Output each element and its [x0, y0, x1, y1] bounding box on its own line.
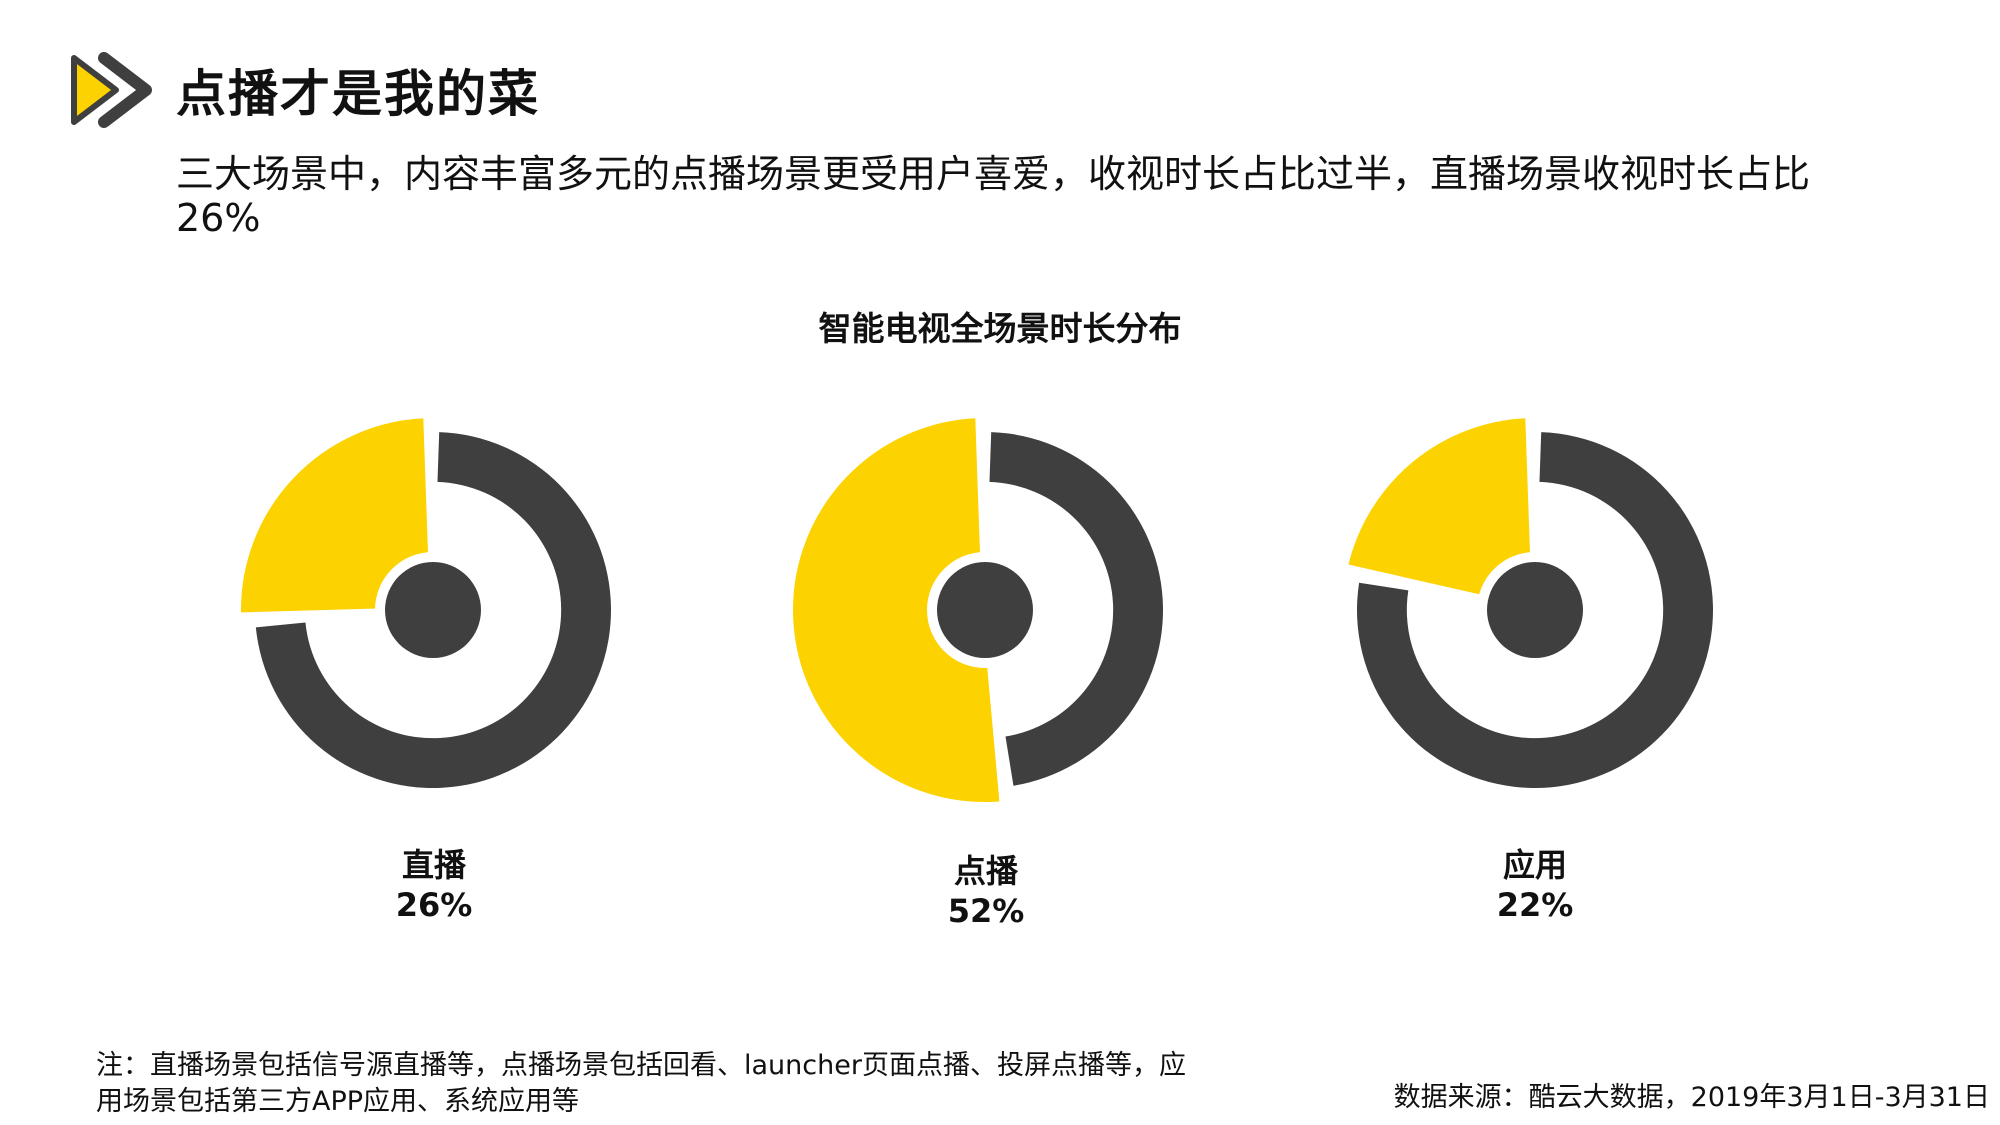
series-label-2: 应用 22% [1415, 845, 1655, 925]
series-name-0: 直播 [401, 846, 466, 884]
series-label-1: 点播 52% [866, 851, 1106, 931]
series-name-2: 应用 [1502, 846, 1567, 884]
play-arrows-icon [71, 52, 152, 128]
series-value-2: 22% [1496, 886, 1574, 924]
series-value-1: 52% [947, 892, 1025, 930]
chart-title: 智能电视全场景时长分布 [818, 309, 1182, 348]
donut-remainder-1 [989, 432, 1163, 786]
series-label-0: 直播 26% [314, 845, 554, 925]
donut-slice-0 [235, 412, 437, 619]
donut-slice-2 [1341, 412, 1539, 614]
series-name-1: 点播 [953, 852, 1018, 890]
page-subtitle: 三大场景中，内容丰富多元的点播场景更受用户喜爱，收视时长占比过半，直播场景收视时… [176, 152, 1811, 240]
donut-center-2 [1487, 562, 1583, 658]
page-title: 点播才是我的菜 [176, 65, 540, 123]
donut-charts [235, 412, 1713, 808]
donut-center-1 [937, 562, 1033, 658]
donut-slice-1 [786, 412, 1006, 808]
footnote: 注：直播场景包括信号源直播等，点播场景包括回看、launcher页面点播、投屏点… [96, 1050, 1186, 1117]
series-value-0: 26% [395, 886, 473, 924]
donut-center-0 [385, 562, 481, 658]
data-source: 数据来源：酷云大数据，2019年3月1日-3月31日 [1393, 1082, 1990, 1113]
